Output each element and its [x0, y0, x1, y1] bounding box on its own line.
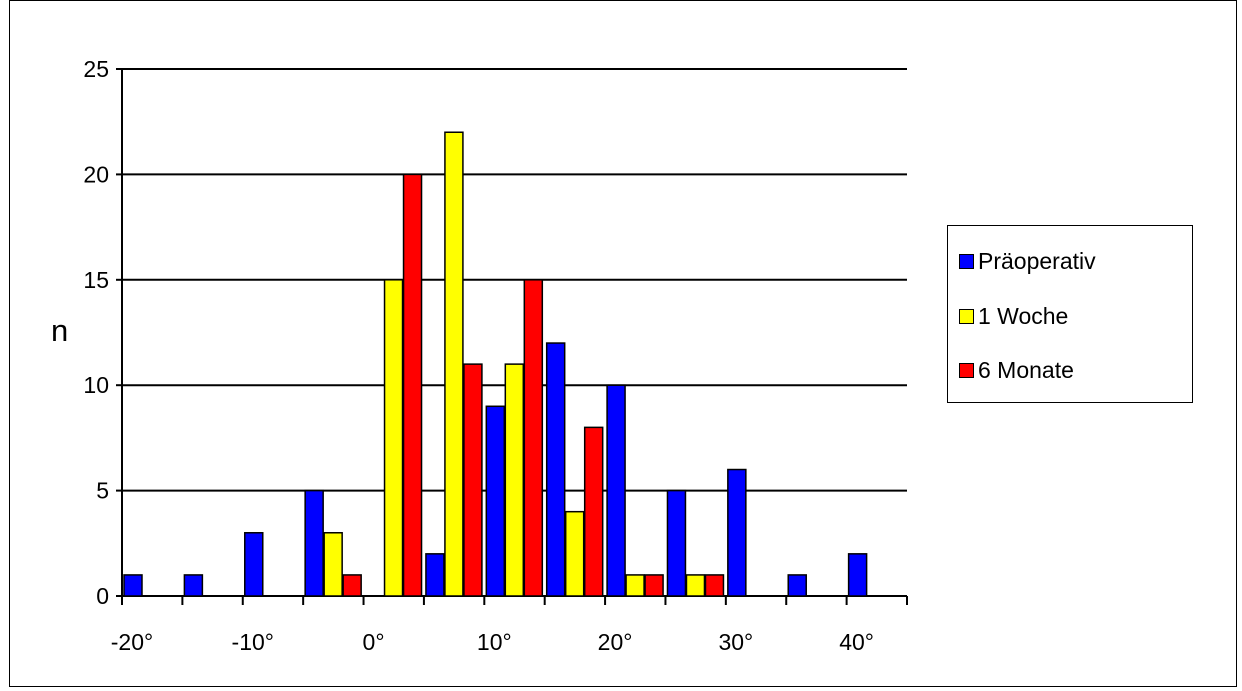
bar — [606, 384, 626, 597]
legend-label: 6 Monate — [978, 356, 1074, 383]
bar — [402, 173, 423, 597]
x-tick-label: 30° — [718, 629, 753, 655]
bar — [625, 574, 645, 597]
legend-item: 6 Monate — [959, 355, 1074, 385]
x-tick-label: 0° — [363, 629, 385, 655]
bar — [444, 131, 464, 597]
bar — [504, 363, 525, 597]
bar — [644, 574, 664, 597]
x-tick-label: 10° — [477, 629, 512, 655]
legend: Präoperativ 1 Woche 6 Monate — [947, 225, 1193, 403]
bar — [383, 279, 404, 597]
y-axis-label: n — [51, 313, 69, 348]
legend-item: 1 Woche — [959, 301, 1068, 331]
bar — [787, 574, 807, 597]
bar — [244, 532, 264, 597]
bar-chart: 0 5 10 15 20 25 -20° -10° 0° 10° 20° 30° 40° — [83, 56, 908, 655]
bar — [323, 532, 343, 597]
legend-label: 1 Woche — [978, 302, 1069, 329]
y-tick-label: 0 — [96, 583, 109, 609]
x-tick-label: 40° — [839, 629, 874, 655]
y-tick-label: 20 — [83, 161, 109, 187]
bar — [123, 574, 143, 597]
bar — [304, 489, 324, 597]
bar — [564, 510, 585, 597]
bar — [425, 553, 445, 597]
bar — [342, 574, 362, 597]
bar — [666, 489, 687, 597]
y-tick-label: 5 — [96, 478, 109, 504]
bar — [485, 405, 506, 597]
bar — [463, 363, 483, 597]
bar — [847, 553, 868, 597]
bar — [583, 426, 604, 597]
y-tick-label: 10 — [83, 372, 109, 398]
x-tick-label: -20° — [111, 629, 153, 655]
x-tick-label: 20° — [598, 629, 633, 655]
bar — [685, 574, 706, 597]
legend-swatch — [959, 253, 974, 269]
bar — [704, 574, 725, 597]
legend-label: Präoperativ — [978, 247, 1096, 274]
legend-swatch — [959, 308, 974, 324]
x-tick-label: -10° — [232, 629, 274, 655]
bar — [183, 574, 204, 597]
bar — [523, 279, 544, 597]
bar — [727, 468, 747, 597]
legend-swatch — [959, 362, 974, 378]
y-tick-label: 15 — [83, 267, 109, 293]
bar — [545, 342, 566, 597]
legend-item: Präoperativ — [959, 246, 1096, 276]
y-tick-label: 25 — [83, 56, 109, 82]
chart-frame: 0 5 10 15 20 25 -20° -10° 0° 10° 20° 30° 40° n Präop… — [9, 0, 1237, 687]
